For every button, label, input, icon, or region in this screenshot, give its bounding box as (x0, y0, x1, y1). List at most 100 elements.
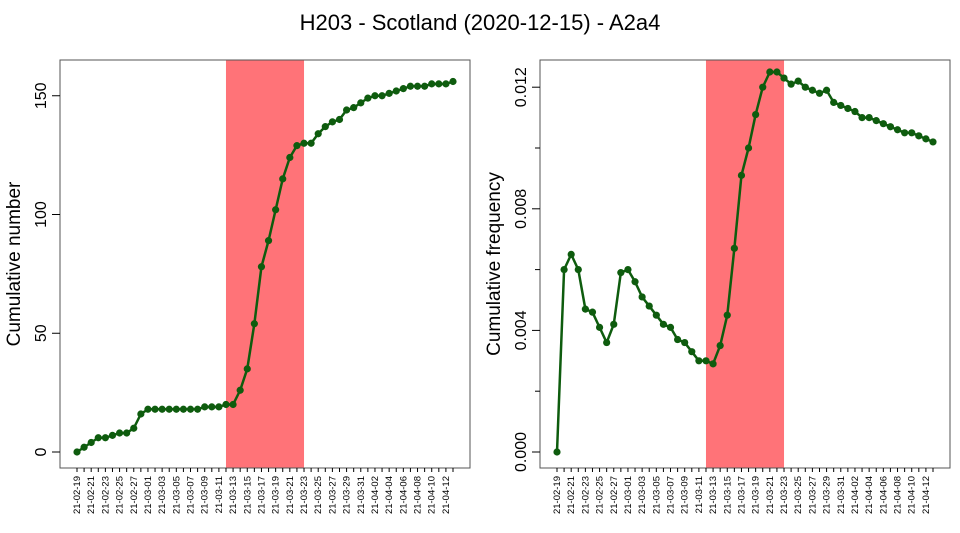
data-point (364, 94, 372, 102)
data-point (201, 403, 209, 411)
data-point (449, 77, 457, 86)
data-point (837, 101, 845, 110)
data-point (378, 92, 386, 100)
data-point (208, 403, 216, 411)
data-point (922, 135, 930, 143)
data-point (428, 80, 436, 88)
x-tick-label: 21-04-12 (921, 476, 932, 514)
data-point (794, 77, 802, 85)
x-tick-label: 21-04-04 (384, 476, 395, 514)
data-point (229, 400, 237, 409)
y-axis-label: Cumulative frequency (484, 172, 505, 356)
data-point (574, 266, 582, 274)
chart-panel-2: 0.000 0.004 0.008 0.012 Cumulative frequency… (484, 59, 951, 514)
data-point (617, 269, 625, 277)
data-point (830, 98, 838, 106)
x-tick-label: 21-02-21 (566, 476, 577, 514)
data-point (335, 115, 344, 124)
x-tick-label: 21-03-27 (327, 476, 338, 514)
x-tick-label: 21-03-05 (171, 476, 182, 514)
data-point (442, 80, 450, 88)
data-point (787, 80, 795, 88)
x-tick-label: 21-04-12 (441, 476, 452, 514)
x-tick-label: 21-02-23 (100, 476, 111, 514)
y-tick-label: 150 (33, 82, 50, 109)
data-point (801, 83, 809, 91)
data-point (101, 434, 109, 442)
data-point (413, 82, 422, 90)
x-tick-label: 21-03-09 (680, 476, 691, 514)
x-tick-label: 21-03-31 (356, 476, 367, 514)
data-point (730, 244, 738, 252)
data-point (752, 110, 760, 119)
x-tick-label: 21-04-02 (370, 476, 381, 514)
data-point (115, 429, 124, 437)
data-point (879, 120, 887, 128)
data-point (716, 342, 724, 350)
data-point (808, 86, 816, 94)
data-point (737, 171, 746, 179)
data-point (780, 74, 788, 82)
data-point (560, 266, 568, 274)
data-point (915, 132, 923, 140)
x-tick-label: 21-02-21 (86, 476, 97, 514)
data-point (659, 320, 668, 328)
x-tick-label: 21-03-21 (765, 476, 776, 514)
x-tick-label: 21-03-07 (666, 476, 677, 514)
data-point (567, 250, 575, 258)
data-point (421, 82, 429, 90)
data-point (399, 85, 407, 93)
y-tick-label: 0.012 (513, 67, 530, 107)
x-tick-label: 21-03-13 (708, 476, 719, 514)
data-point (435, 80, 443, 88)
data-point (186, 405, 195, 413)
x-tick-label: 21-03-17 (736, 476, 747, 514)
x-tick-label: 21-03-27 (807, 476, 818, 514)
x-tick-label: 21-03-17 (256, 476, 267, 514)
data-point (215, 403, 223, 411)
x-tick-label: 21-02-27 (609, 476, 620, 514)
data-point (603, 338, 611, 347)
data-point (73, 448, 81, 456)
x-tick-label: 21-03-19 (751, 476, 762, 514)
data-point (158, 405, 166, 413)
data-point (851, 107, 859, 116)
data-point (702, 357, 710, 365)
data-point (709, 360, 717, 368)
data-point (744, 144, 753, 152)
data-point (822, 86, 831, 94)
data-point (406, 82, 415, 90)
y-tick-label: 0.008 (513, 189, 530, 229)
data-point (94, 434, 102, 442)
data-point (595, 323, 604, 331)
data-point (123, 429, 131, 437)
x-tick-label: 21-03-15 (242, 476, 253, 514)
data-point (392, 87, 400, 95)
plot-frame (539, 59, 951, 469)
data-point (286, 153, 294, 162)
x-tick-label: 21-03-21 (285, 476, 296, 514)
data-point (645, 302, 653, 310)
data-point (165, 405, 173, 413)
data-point (893, 126, 902, 134)
data-point (137, 410, 145, 418)
x-tick-label: 21-04-08 (893, 476, 904, 514)
data-point (588, 308, 597, 316)
data-point (222, 400, 230, 409)
data-point (293, 142, 301, 150)
data-point (328, 118, 336, 126)
x-tick-label: 21-02-27 (129, 476, 140, 514)
x-tick-label: 21-03-25 (313, 476, 324, 514)
y-axis-label: Cumulative number (4, 181, 25, 346)
data-point (858, 114, 866, 122)
data-point (350, 104, 358, 112)
data-point (865, 114, 873, 122)
x-tick-label: 21-03-29 (342, 476, 353, 514)
data-point (279, 175, 287, 183)
data-point (674, 335, 682, 344)
x-tick-label: 21-03-07 (186, 476, 197, 514)
data-point (723, 311, 731, 319)
x-tick-label: 21-03-29 (822, 476, 833, 514)
